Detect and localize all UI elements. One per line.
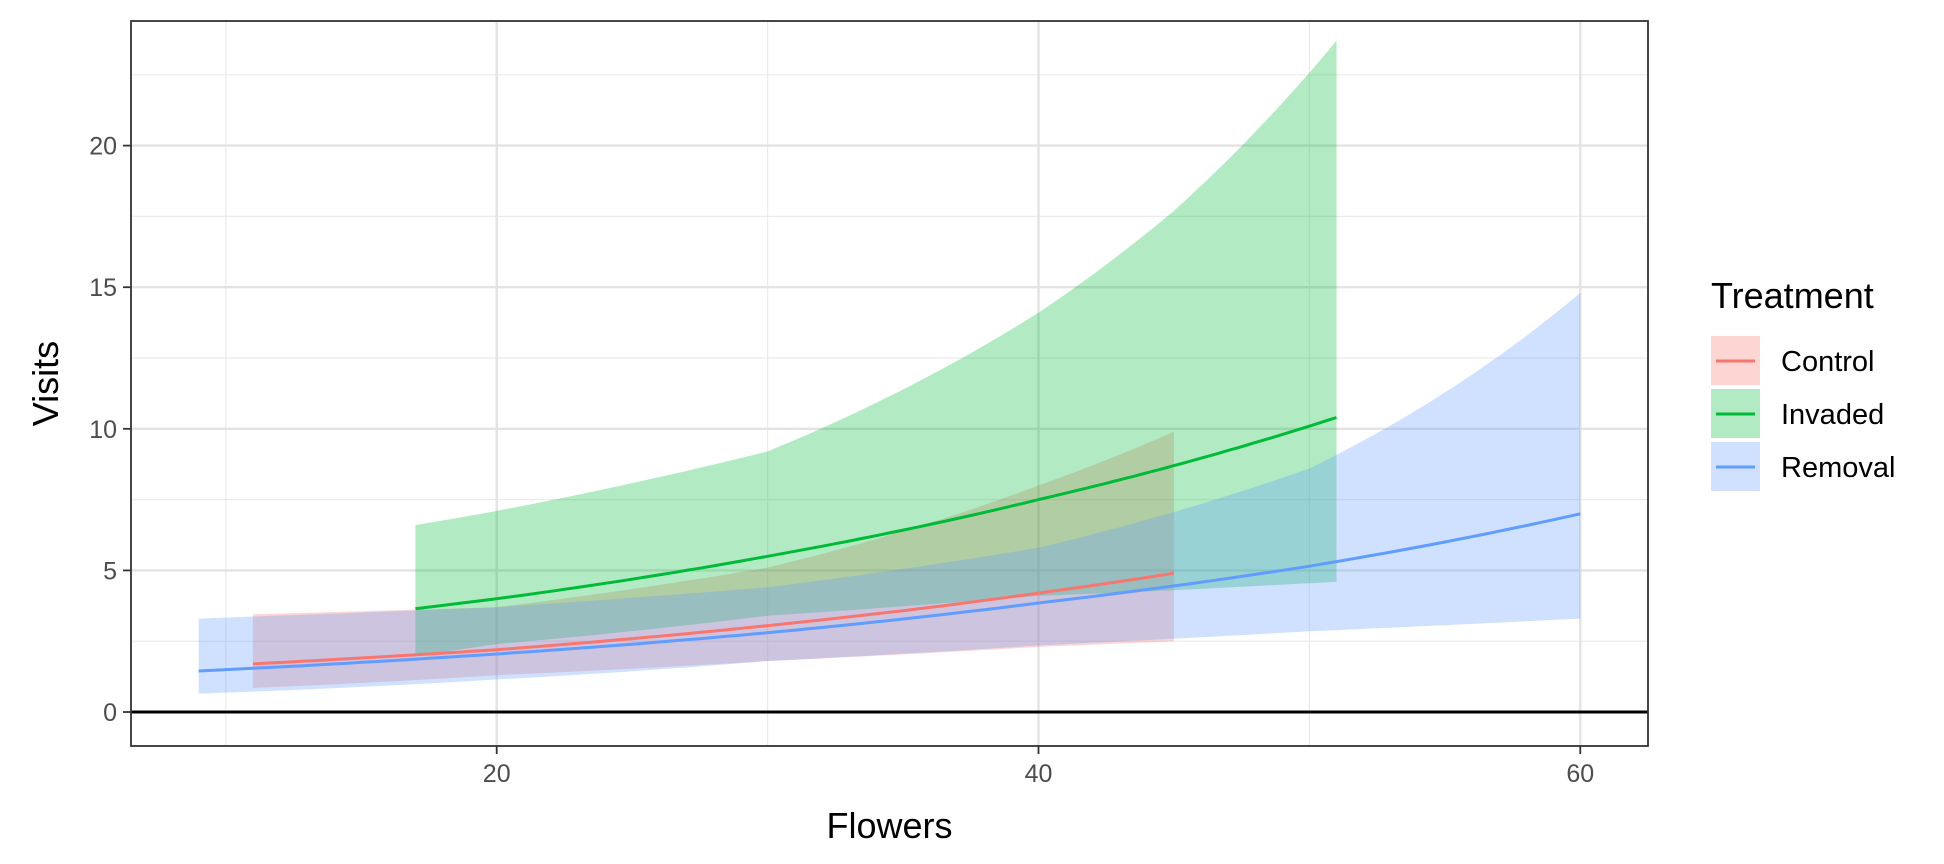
- legend-items: Control Invaded Removal: [1711, 336, 1895, 491]
- legend: Treatment Control Invaded Removal: [1711, 275, 1895, 491]
- x-axis-title: Flowers: [826, 805, 952, 846]
- y-tick-label: 5: [103, 557, 117, 585]
- legend-label-invaded: Invaded: [1781, 399, 1884, 431]
- grid-minor: [131, 21, 1648, 746]
- y-axis-ticks: 0 5 10 15 20: [89, 133, 131, 727]
- x-tick-label: 60: [1566, 760, 1594, 788]
- ribbon-invaded: [415, 40, 1337, 656]
- panel-border: [130, 20, 1649, 747]
- y-tick-label: 0: [103, 699, 117, 727]
- legend-label-control: Control: [1781, 346, 1875, 378]
- y-tick-label: 15: [89, 274, 117, 302]
- x-axis-ticks: 20 40 60: [483, 746, 1594, 788]
- x-tick-label: 40: [1025, 760, 1053, 788]
- line-removal: [198, 512, 1581, 673]
- x-tick-label: 20: [483, 760, 511, 788]
- y-tick-label: 20: [89, 133, 117, 161]
- ribbon-control: [252, 431, 1174, 688]
- ribbon-removal: [198, 292, 1581, 694]
- legend-title: Treatment: [1711, 275, 1874, 316]
- y-tick-label: 10: [89, 416, 117, 444]
- line-invaded: [415, 416, 1337, 611]
- series-lines: [198, 416, 1581, 673]
- line-control: [252, 571, 1175, 666]
- confidence-ribbons: [198, 40, 1581, 694]
- legend-label-removal: Removal: [1781, 452, 1895, 484]
- y-axis-title: Visits: [25, 341, 66, 426]
